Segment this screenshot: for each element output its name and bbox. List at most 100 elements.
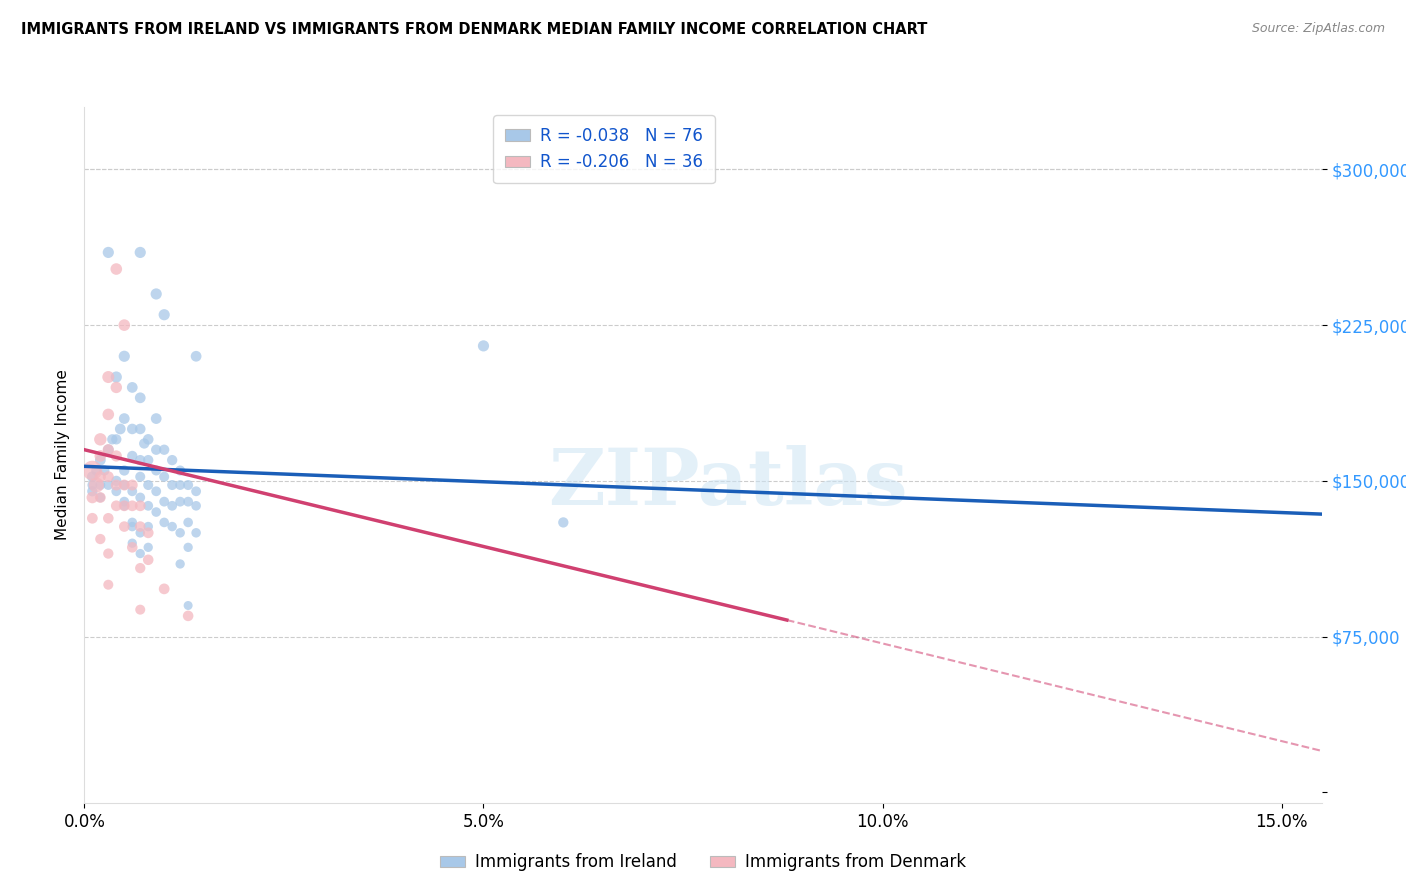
Point: [112, 499, 135, 513]
Point: [129, 547, 152, 561]
Point: [145, 505, 167, 519]
Point: [153, 442, 176, 457]
Point: [136, 478, 159, 492]
Point: [89, 453, 111, 467]
Point: [145, 287, 167, 301]
Point: [82, 469, 104, 483]
Point: [121, 541, 143, 555]
Point: [136, 453, 159, 467]
Point: [86, 478, 108, 492]
Point: [105, 380, 128, 394]
Point: [105, 449, 128, 463]
Point: [89, 478, 111, 492]
Point: [129, 245, 152, 260]
Point: [112, 519, 135, 533]
Point: [121, 478, 143, 492]
Point: [160, 499, 183, 513]
Text: IMMIGRANTS FROM IRELAND VS IMMIGRANTS FROM DENMARK MEDIAN FAMILY INCOME CORRELAT: IMMIGRANTS FROM IRELAND VS IMMIGRANTS FR…: [21, 22, 928, 37]
Point: [129, 469, 152, 483]
Point: [86, 463, 108, 477]
Point: [145, 411, 167, 425]
Point: [89, 433, 111, 447]
Point: [136, 499, 159, 513]
Point: [184, 484, 207, 499]
Point: [184, 499, 207, 513]
Point: [89, 449, 111, 463]
Point: [153, 494, 176, 508]
Text: ZIPatlas: ZIPatlas: [548, 445, 907, 521]
Point: [169, 525, 191, 540]
Point: [121, 380, 143, 394]
Point: [82, 478, 104, 492]
Point: [93, 463, 115, 477]
Point: [121, 422, 143, 436]
Point: [82, 491, 104, 505]
Point: [129, 602, 152, 616]
Point: [169, 463, 191, 477]
Point: [121, 499, 143, 513]
Point: [136, 519, 159, 533]
Point: [112, 463, 135, 477]
Point: [121, 516, 143, 530]
Point: [129, 499, 152, 513]
Point: [129, 519, 152, 533]
Point: [129, 422, 152, 436]
Point: [169, 478, 191, 492]
Point: [105, 474, 128, 488]
Point: [89, 491, 111, 505]
Point: [112, 318, 135, 332]
Point: [121, 449, 143, 463]
Point: [177, 494, 200, 508]
Point: [105, 478, 128, 492]
Point: [97, 370, 120, 384]
Point: [89, 469, 111, 483]
Point: [160, 519, 183, 533]
Point: [112, 411, 135, 425]
Point: [105, 433, 128, 447]
Point: [153, 516, 176, 530]
Y-axis label: Median Family Income: Median Family Income: [55, 369, 70, 541]
Point: [136, 553, 159, 567]
Point: [145, 442, 167, 457]
Point: [82, 463, 104, 477]
Point: [129, 525, 152, 540]
Point: [97, 442, 120, 457]
Point: [177, 516, 200, 530]
Point: [169, 494, 191, 508]
Point: [134, 436, 156, 450]
Point: [136, 433, 159, 447]
Point: [145, 484, 167, 499]
Point: [177, 541, 200, 555]
Point: [105, 484, 128, 499]
Point: [112, 478, 135, 492]
Point: [121, 484, 143, 499]
Point: [129, 491, 152, 505]
Point: [97, 442, 120, 457]
Point: [153, 469, 176, 483]
Point: [553, 516, 575, 530]
Point: [160, 478, 183, 492]
Point: [105, 370, 128, 384]
Point: [169, 557, 191, 571]
Point: [121, 519, 143, 533]
Point: [177, 599, 200, 613]
Point: [129, 391, 152, 405]
Point: [129, 561, 152, 575]
Point: [177, 608, 200, 623]
Point: [472, 339, 495, 353]
Point: [105, 262, 128, 277]
Point: [97, 469, 120, 483]
Point: [112, 499, 135, 513]
Point: [112, 478, 135, 492]
Point: [89, 491, 111, 505]
Point: [153, 308, 176, 322]
Point: [153, 582, 176, 596]
Point: [82, 511, 104, 525]
Point: [97, 511, 120, 525]
Point: [112, 349, 135, 363]
Point: [89, 532, 111, 546]
Point: [101, 433, 124, 447]
Point: [97, 478, 120, 492]
Point: [160, 453, 183, 467]
Point: [184, 349, 207, 363]
